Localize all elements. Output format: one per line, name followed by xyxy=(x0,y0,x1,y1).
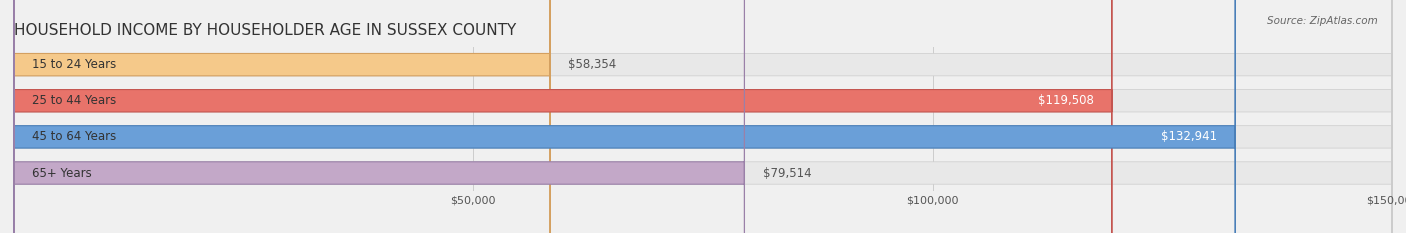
FancyBboxPatch shape xyxy=(14,0,744,233)
FancyBboxPatch shape xyxy=(14,0,1392,233)
FancyBboxPatch shape xyxy=(14,0,1236,233)
Text: 65+ Years: 65+ Years xyxy=(32,167,93,179)
FancyBboxPatch shape xyxy=(14,0,1392,233)
Text: 25 to 44 Years: 25 to 44 Years xyxy=(32,94,117,107)
Text: $132,941: $132,941 xyxy=(1161,130,1216,143)
Text: 15 to 24 Years: 15 to 24 Years xyxy=(32,58,117,71)
FancyBboxPatch shape xyxy=(14,0,1392,233)
Text: $79,514: $79,514 xyxy=(763,167,811,179)
Text: Source: ZipAtlas.com: Source: ZipAtlas.com xyxy=(1267,16,1378,26)
FancyBboxPatch shape xyxy=(14,0,1392,233)
FancyBboxPatch shape xyxy=(14,0,550,233)
Text: $58,354: $58,354 xyxy=(568,58,617,71)
Text: $119,508: $119,508 xyxy=(1038,94,1094,107)
Text: HOUSEHOLD INCOME BY HOUSEHOLDER AGE IN SUSSEX COUNTY: HOUSEHOLD INCOME BY HOUSEHOLDER AGE IN S… xyxy=(14,24,516,38)
Text: 45 to 64 Years: 45 to 64 Years xyxy=(32,130,117,143)
FancyBboxPatch shape xyxy=(14,0,1112,233)
